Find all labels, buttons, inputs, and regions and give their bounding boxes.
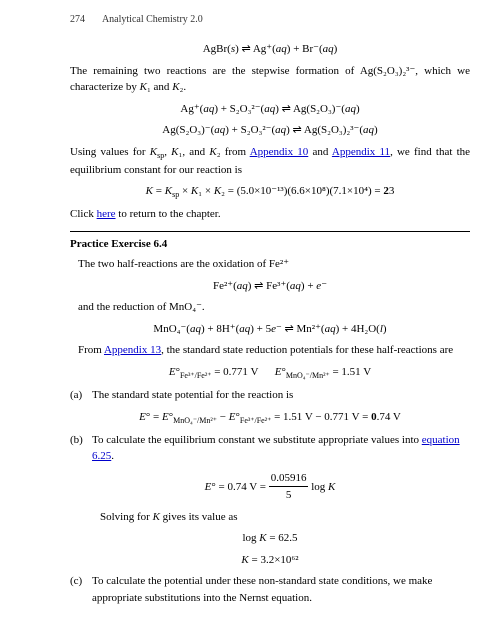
item-c-content: To calculate the potential under these n…: [92, 573, 470, 606]
equation-6: MnO₄⁻(aq) + 8H⁺(aq) + 5e⁻ ⇌ Mn²⁺(aq) + 4…: [70, 321, 470, 338]
equation-2: Ag⁺(aq) + S₂O₃²⁻(aq) ⇌ Ag(S₂O₃)⁻(aq): [70, 101, 470, 118]
item-a-label: (a): [70, 387, 92, 404]
section-title: Practice Exercise 6.4: [70, 231, 470, 253]
paragraph-2: Using values for Ksp, K₁, and K₂ from Ap…: [70, 144, 470, 179]
paragraph-6: From Appendix 13, the standard state red…: [70, 342, 470, 359]
return-link[interactable]: here: [97, 208, 116, 220]
equation-10: log K = 62.5: [70, 530, 470, 547]
equation-3: Ag(S₂O₃)⁻(aq) + S₂O₃²⁻(aq) ⇌ Ag(S₂O₃)₂³⁻…: [70, 122, 470, 139]
equation-8: E° = E°MnO₄⁻/Mn²⁺ − E°Fe³⁺/Fe²⁺ = 1.51 V…: [70, 409, 470, 427]
equation-625-link[interactable]: equation 6.25: [92, 434, 460, 463]
page-header: 274 Analytical Chemistry 2.0: [70, 12, 470, 27]
paragraph-5: and the reduction of MnO₄⁻.: [70, 299, 470, 316]
page-container: 274 Analytical Chemistry 2.0 AgBr(s) ⇌ A…: [0, 0, 500, 622]
paragraph-3: Click here to return to the chapter.: [70, 206, 470, 223]
paragraph-4: The two half-reactions are the oxidation…: [70, 256, 470, 273]
equation-9: E° = 0.74 V = 0.05916 5 log K: [70, 470, 470, 504]
equation-11: K = 3.2×10⁶²: [70, 552, 470, 569]
appendix-13-link[interactable]: Appendix 13: [104, 344, 161, 356]
equation-7: E°Fe³⁺/Fe²⁺ = 0.771 V E°MnO₄⁻/Mn²⁺ = 1.5…: [70, 364, 470, 382]
paragraph-1: The remaining two reactions are the step…: [70, 63, 470, 96]
item-c-label: (c): [70, 573, 92, 606]
item-b-content: To calculate the equilibrium constant we…: [92, 432, 470, 465]
book-title: Analytical Chemistry 2.0: [102, 14, 203, 25]
equation-1: AgBr(s) ⇌ Ag⁺(aq) + Br⁻(aq): [70, 41, 470, 58]
list-item-b: (b) To calculate the equilibrium constan…: [70, 432, 470, 465]
page-number: 274: [70, 12, 100, 27]
appendix-11-link[interactable]: Appendix 11: [332, 146, 390, 158]
appendix-10-link[interactable]: Appendix 10: [250, 146, 309, 158]
list-item-a: (a) The standard state potential for the…: [70, 387, 470, 404]
item-a-content: The standard state potential for the rea…: [92, 387, 470, 404]
item-b-label: (b): [70, 432, 92, 465]
equation-4: K = Ksp × K₁ × K₂ = (5.0×10⁻¹³)(6.6×10⁸)…: [70, 183, 470, 201]
page-content: AgBr(s) ⇌ Ag⁺(aq) + Br⁻(aq) The remainin…: [70, 41, 470, 606]
paragraph-7: Solving for K gives its value as: [70, 509, 470, 526]
list-item-c: (c) To calculate the potential under the…: [70, 573, 470, 606]
equation-5: Fe²⁺(aq) ⇌ Fe³⁺(aq) + e⁻: [70, 278, 470, 295]
